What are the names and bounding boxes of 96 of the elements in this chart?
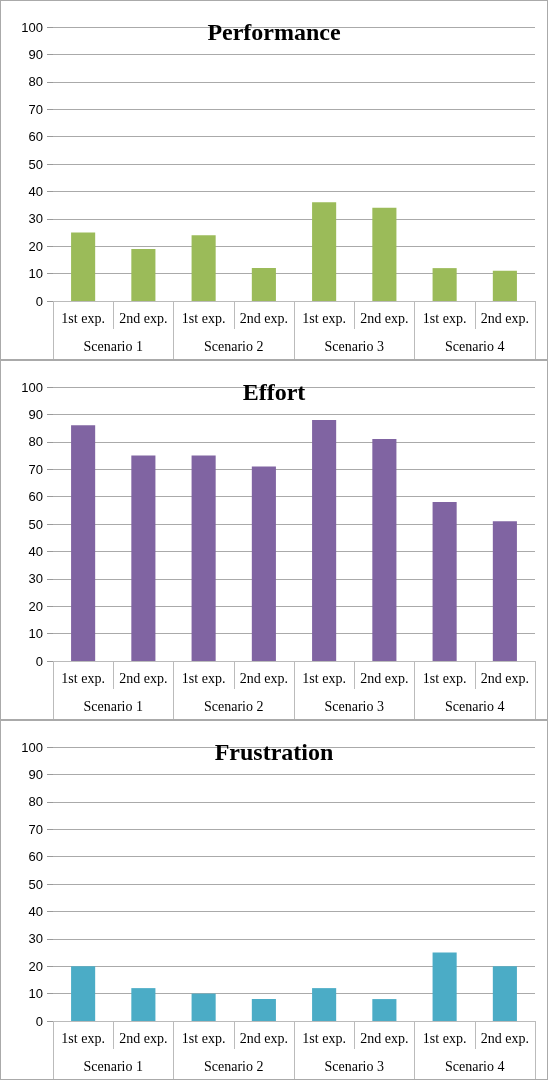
- y-tick-label: 90: [28, 766, 43, 782]
- x-tick-label: 2nd exp.: [239, 310, 288, 326]
- bar: [432, 502, 457, 661]
- y-tick-label: 50: [28, 156, 43, 172]
- y-tick-label: 20: [28, 958, 43, 974]
- x-tick-label: 1st exp.: [61, 310, 105, 326]
- y-tick-label: 100: [21, 19, 43, 35]
- y-tick-label: 100: [21, 379, 43, 395]
- y-tick-label: 0: [35, 1013, 43, 1029]
- x-tick-label: 2nd exp.: [360, 670, 409, 686]
- bar: [71, 966, 96, 1021]
- y-tick-label: 20: [28, 598, 43, 614]
- y-tick-label: 40: [28, 543, 43, 559]
- text: Scenario 4: [445, 338, 505, 354]
- bar: [492, 270, 517, 301]
- text: Scenario 3: [324, 698, 384, 714]
- bar: [312, 202, 337, 301]
- bar: [191, 455, 216, 661]
- bar: [372, 439, 397, 661]
- y-tick-label: 30: [28, 211, 43, 227]
- text: Scenario 2: [204, 698, 264, 714]
- bar: [71, 425, 96, 661]
- bar: [492, 521, 517, 661]
- chart-title: Effort: [242, 379, 306, 405]
- x-tick-label: 1st exp.: [422, 670, 467, 686]
- chart-title: Performance: [207, 19, 341, 45]
- text: Scenario 3: [324, 1058, 384, 1074]
- x-tick-label: 2nd exp.: [360, 310, 409, 326]
- x-tick-label: 1st exp.: [61, 1030, 105, 1046]
- y-tick-label: 10: [28, 266, 43, 282]
- bar: [131, 248, 156, 301]
- bar: [432, 952, 457, 1021]
- y-tick-label: 70: [28, 821, 43, 837]
- text: Scenario 1: [83, 698, 143, 714]
- x-tick-label: 2nd exp.: [119, 310, 168, 326]
- text: Scenario 1: [83, 1058, 143, 1074]
- y-tick-label: 70: [28, 461, 43, 477]
- y-tick-label: 10: [28, 986, 43, 1002]
- text: Scenario 2: [204, 1058, 264, 1074]
- x-tick-label: 2nd exp.: [480, 670, 529, 686]
- x-tick-label: 2nd exp.: [480, 1030, 529, 1046]
- x-tick-label: 1st exp.: [181, 670, 226, 686]
- y-tick-label: 0: [35, 293, 43, 309]
- bar: [251, 466, 276, 661]
- y-tick-label: 60: [28, 129, 43, 145]
- y-tick-label: 100: [21, 739, 43, 755]
- text: Scenario 1: [83, 338, 143, 354]
- x-tick-label: 1st exp.: [181, 1030, 226, 1046]
- y-tick-label: 30: [28, 931, 43, 947]
- y-tick-label: 30: [28, 571, 43, 587]
- bar: [372, 999, 397, 1021]
- y-tick-label: 20: [28, 238, 43, 254]
- text: Scenario 3: [324, 338, 384, 354]
- bar: [312, 419, 337, 661]
- y-tick-label: 60: [28, 849, 43, 865]
- y-tick-label: 80: [28, 434, 43, 450]
- y-tick-label: 40: [28, 903, 43, 919]
- bar: [251, 268, 276, 301]
- y-tick-label: 50: [28, 516, 43, 532]
- y-tick-label: 90: [28, 406, 43, 422]
- bar: [131, 988, 156, 1021]
- x-tick-label: 1st exp.: [422, 310, 467, 326]
- y-tick-label: 80: [28, 794, 43, 810]
- x-tick-label: 2nd exp.: [239, 1030, 288, 1046]
- bar: [131, 455, 156, 661]
- x-tick-label: 1st exp.: [181, 310, 226, 326]
- y-tick-label: 90: [28, 46, 43, 62]
- text: Scenario 4: [445, 1058, 505, 1074]
- bar: [312, 988, 337, 1021]
- x-tick-label: 2nd exp.: [239, 670, 288, 686]
- bar: [191, 993, 216, 1021]
- x-tick-label: 2nd exp.: [119, 1030, 168, 1046]
- x-tick-label: 1st exp.: [302, 1030, 346, 1046]
- text: Scenario 2: [204, 338, 264, 354]
- y-tick-label: 60: [28, 489, 43, 505]
- chart-title: Frustration: [214, 739, 334, 765]
- x-tick-label: 2nd exp.: [119, 670, 168, 686]
- y-tick-label: 40: [28, 183, 43, 199]
- bar: [372, 207, 397, 301]
- bar: [432, 268, 457, 301]
- x-tick-label: 1st exp.: [61, 670, 105, 686]
- x-tick-label: 1st exp.: [422, 1030, 467, 1046]
- bar: [71, 232, 96, 301]
- x-tick-label: 2nd exp.: [480, 310, 529, 326]
- x-tick-label: 1st exp.: [302, 310, 346, 326]
- y-tick-label: 50: [28, 876, 43, 892]
- bar: [492, 966, 517, 1021]
- x-tick-label: 2nd exp.: [360, 1030, 409, 1046]
- text: Scenario 4: [445, 698, 505, 714]
- y-tick-label: 0: [35, 653, 43, 669]
- bar: [251, 999, 276, 1021]
- x-tick-label: 1st exp.: [302, 670, 346, 686]
- y-tick-label: 10: [28, 626, 43, 642]
- bar: [191, 235, 216, 301]
- y-tick-label: 80: [28, 74, 43, 90]
- y-tick-label: 70: [28, 101, 43, 117]
